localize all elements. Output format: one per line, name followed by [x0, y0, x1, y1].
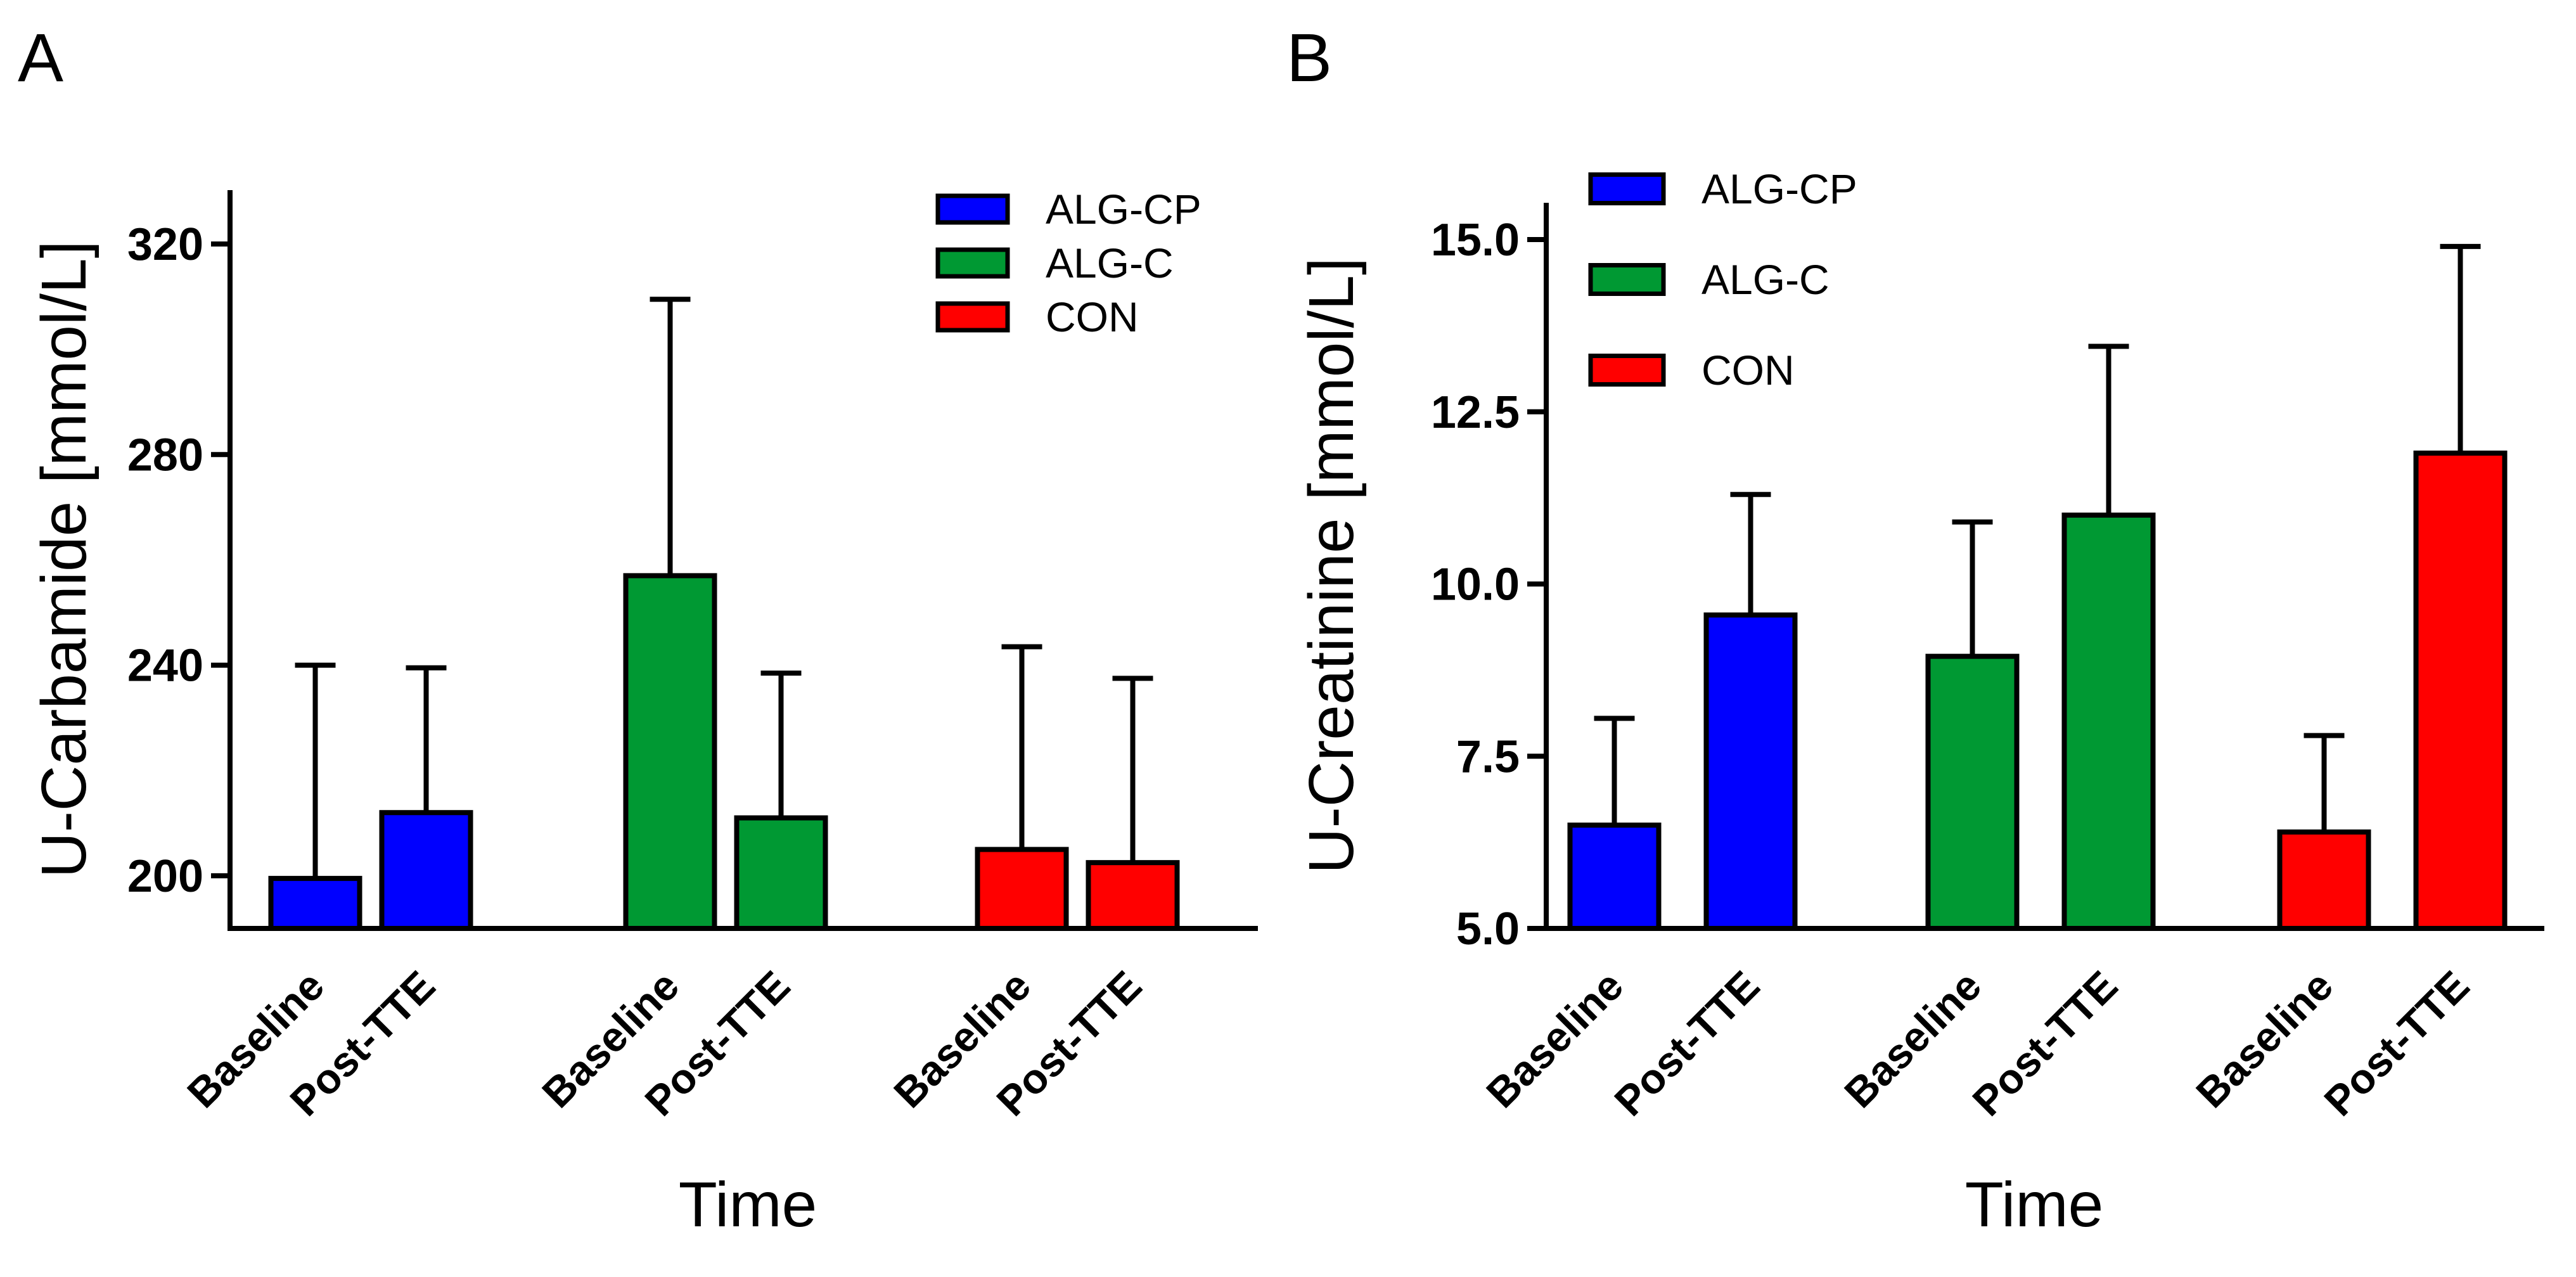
bar-alg-c-post-tte	[2061, 512, 2156, 931]
legend-label: CON	[1701, 347, 1795, 394]
bar-alg-c-baseline	[623, 573, 717, 931]
category-label: Post-TTE	[1963, 962, 2126, 1125]
y-axis-title: U-Creatinine [mmol/L]	[1296, 257, 1367, 874]
y-tick-label: 10.0	[1431, 560, 1520, 610]
bar-alg-cp-post-tte	[1703, 612, 1798, 931]
category-label: Post-TTE	[1605, 962, 1768, 1125]
legend-label: ALG-CP	[1701, 165, 1857, 212]
y-tick-label: 320	[127, 219, 203, 270]
bar-alg-cp-baseline	[268, 876, 362, 931]
legend-swatch-alg-cp	[935, 193, 1010, 225]
legend-label: ALG-C	[1701, 256, 1829, 303]
legend-swatch-alg-c	[935, 247, 1010, 279]
bar-alg-cp-baseline	[1567, 822, 1662, 931]
legend-swatch-alg-cp	[1588, 172, 1666, 205]
y-tick-label: 15.0	[1431, 215, 1520, 266]
panel-letter: A	[18, 19, 63, 96]
bar-con-baseline	[2277, 829, 2371, 931]
legend-swatch-con	[935, 301, 1010, 333]
bar-con-baseline	[975, 847, 1069, 932]
bar-con-post-tte	[1086, 860, 1180, 931]
y-tick-label: 5.0	[1456, 904, 1520, 954]
y-tick-label: 240	[127, 641, 203, 691]
legend-label: ALG-C	[1046, 240, 1174, 286]
bar-con-post-tte	[2413, 450, 2508, 931]
legend: ALG-CP ALG-C CON	[935, 186, 1201, 340]
legend-swatch-alg-c	[1588, 263, 1666, 296]
y-axis-title: U-Carbamide [mmol/L]	[29, 241, 99, 878]
y-tick-label: 7.5	[1456, 731, 1520, 782]
bar-alg-c-baseline	[1925, 653, 2020, 931]
legend-label: CON	[1046, 293, 1139, 340]
y-tick-label: 200	[127, 851, 203, 902]
bar-alg-cp-post-tte	[379, 810, 473, 931]
legend-swatch-con	[1588, 354, 1666, 387]
y-tick-label: 280	[127, 430, 203, 480]
y-tick-label: 12.5	[1431, 387, 1520, 438]
x-axis-title: Time	[679, 1169, 817, 1240]
legend-label: ALG-CP	[1046, 186, 1201, 233]
panel-letter: B	[1286, 19, 1332, 96]
legend: ALG-CP ALG-C CON	[1588, 165, 1857, 394]
x-axis-title: Time	[1965, 1169, 2104, 1240]
category-label: Post-TTE	[2315, 962, 2478, 1125]
bar-alg-c-post-tte	[734, 815, 828, 931]
